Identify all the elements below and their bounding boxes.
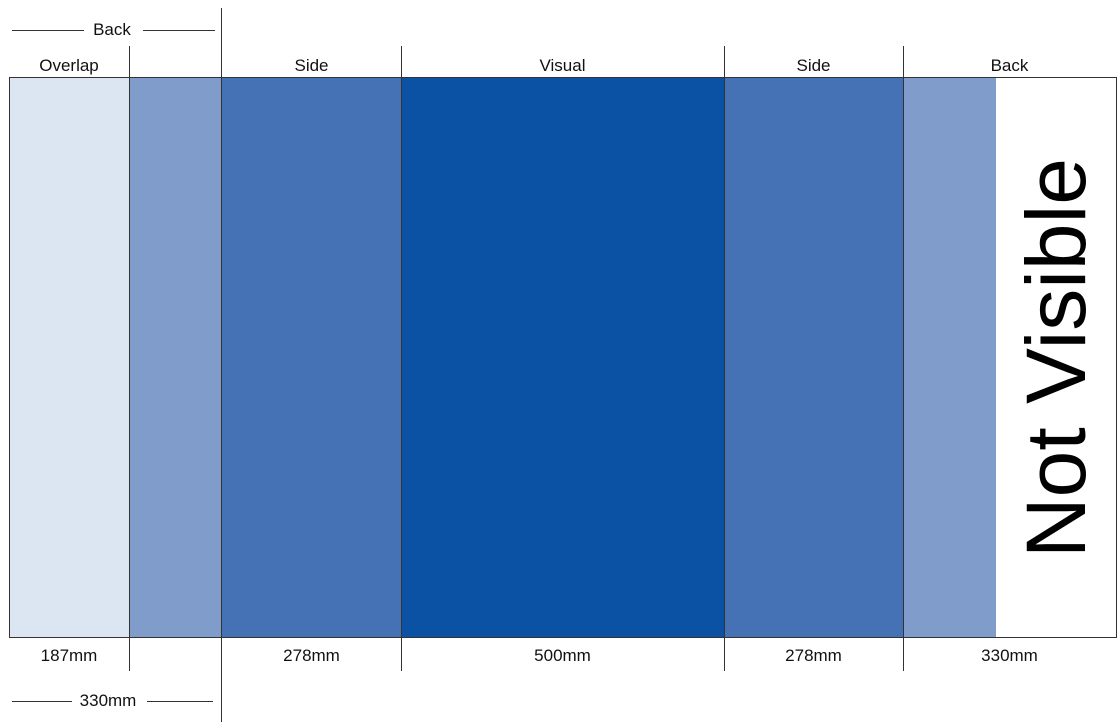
back-left-dimension-label: 330mm [79, 691, 137, 710]
back-left-bottom-rule-right [147, 701, 213, 702]
not-visible-label: Not Visible [1009, 157, 1103, 558]
back-left-top-rule-left [12, 30, 84, 31]
back-right-band [903, 77, 996, 638]
separator-overlap-back [129, 46, 130, 671]
side-right-band [724, 77, 903, 638]
back-right-dimension-label: 330mm [981, 646, 1038, 665]
side-right-header-label: Side [796, 56, 831, 75]
back-left-bottom-rule-left [12, 701, 72, 702]
separator-visual-side [724, 46, 725, 671]
overlap-band [9, 77, 130, 638]
visual-header-label: Visual [539, 56, 586, 75]
side-left-band [222, 77, 401, 638]
separator-side-visual [401, 46, 402, 671]
back-left-top-rule-right [143, 30, 215, 31]
visual-dimension-label: 500mm [534, 646, 591, 665]
separator-side-back-right [903, 46, 904, 671]
not-visible-area: Not Visible [996, 77, 1117, 638]
overlap-dimension-label: 187mm [40, 646, 98, 665]
side-left-header-label: Side [294, 56, 329, 75]
back-left-top-label: Back [93, 20, 131, 39]
back-right-header-label: Back [990, 56, 1029, 75]
visual-band [401, 77, 724, 638]
overlap-header-label: Overlap [39, 56, 99, 75]
side-left-dimension-label: 278mm [283, 646, 340, 665]
back-left-band [130, 77, 222, 638]
side-right-dimension-label: 278mm [785, 646, 842, 665]
separator-back-side-left [221, 8, 222, 722]
